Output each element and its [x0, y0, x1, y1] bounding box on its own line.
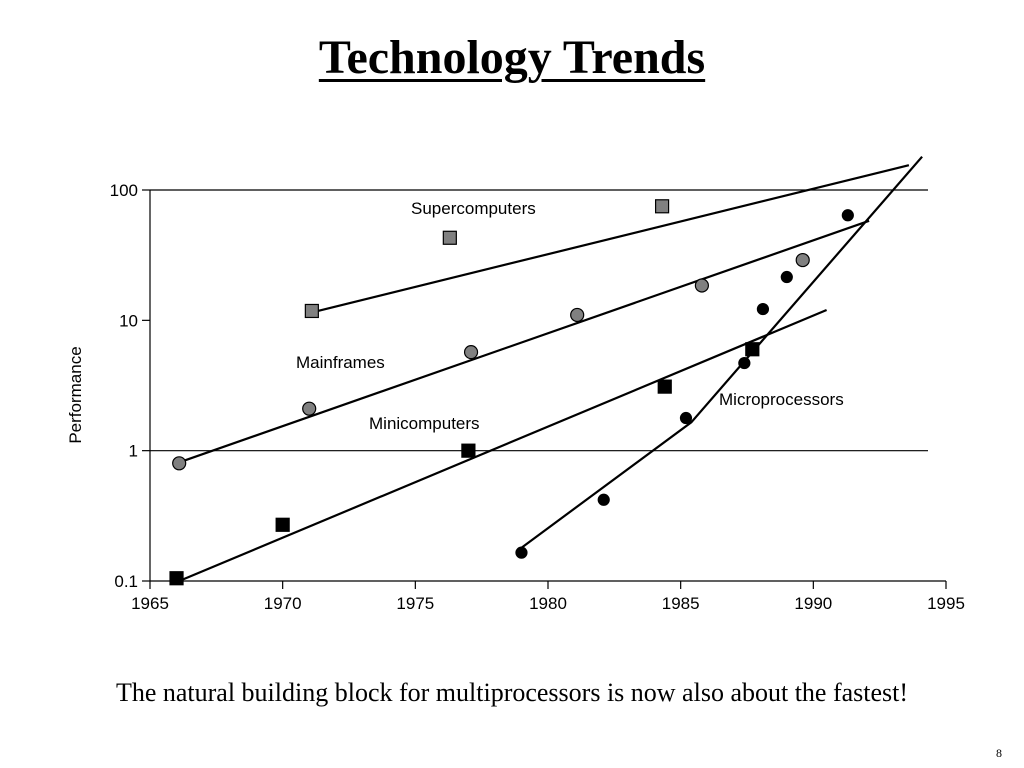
page-number: 8: [996, 746, 1002, 760]
slide-caption: The natural building block for multiproc…: [115, 678, 909, 707]
data-point-microprocessors: [597, 493, 610, 506]
data-point-mainframes: [570, 307, 585, 323]
data-point-microprocessors: [780, 270, 793, 284]
y-tick-label: 100: [110, 181, 138, 200]
trend-line-supercomputers: [311, 164, 910, 314]
trend-line-microprocessors: [520, 155, 923, 549]
x-tick-label: 1985: [662, 594, 700, 613]
data-point-supercomputers: [654, 199, 670, 214]
trend-line-minicomputers: [178, 308, 828, 583]
y-tick-label: 10: [119, 311, 138, 330]
series-label-minicomputers: Minicomputers: [369, 414, 480, 433]
data-point-minicomputers: [657, 379, 672, 394]
gridlines: [150, 189, 928, 452]
trend-lines: [176, 155, 923, 583]
trend-line-mainframes: [176, 219, 870, 465]
data-point-microprocessors: [841, 209, 854, 222]
y-tick-label: 1: [129, 442, 138, 461]
data-point-microprocessors: [515, 546, 528, 559]
data-point-mainframes: [172, 456, 187, 471]
data-point-minicomputers: [745, 342, 760, 357]
x-tick-label: 1995: [927, 594, 965, 613]
data-point-minicomputers: [461, 443, 476, 458]
x-tick-label: 1980: [529, 594, 567, 613]
data-point-microprocessors: [738, 356, 751, 370]
data-point-minicomputers: [275, 517, 290, 532]
page-title: Technology Trends: [318, 31, 706, 84]
x-tick-label: 1970: [264, 594, 302, 613]
data-point-supercomputers: [442, 230, 457, 245]
x-tick-label: 1990: [794, 594, 832, 613]
data-point-supercomputers: [304, 303, 319, 319]
data-point-microprocessors: [679, 411, 693, 425]
y-tick-label: 0.1: [114, 572, 138, 591]
series-label-microprocessors: Microprocessors: [719, 390, 844, 409]
data-point-mainframes: [795, 252, 810, 268]
data-point-mainframes: [463, 345, 479, 360]
data-point-mainframes: [302, 401, 317, 416]
data-points: [169, 199, 854, 586]
x-tick-label: 1975: [396, 594, 434, 613]
series-label-supercomputers: Supercomputers: [411, 199, 536, 218]
data-point-mainframes: [694, 278, 709, 293]
x-tick-label: 1965: [131, 594, 169, 613]
data-point-microprocessors: [756, 302, 770, 316]
series-labels: Supercomputers Mainframes Minicomputers …: [296, 199, 844, 433]
axes: 0.1 1 10 100 1965 1970 1975 1980 1985 1990 1995: [110, 181, 965, 613]
series-label-mainframes: Mainframes: [296, 353, 385, 372]
y-axis-label: Performance: [66, 346, 85, 443]
data-point-minicomputers: [169, 571, 184, 586]
